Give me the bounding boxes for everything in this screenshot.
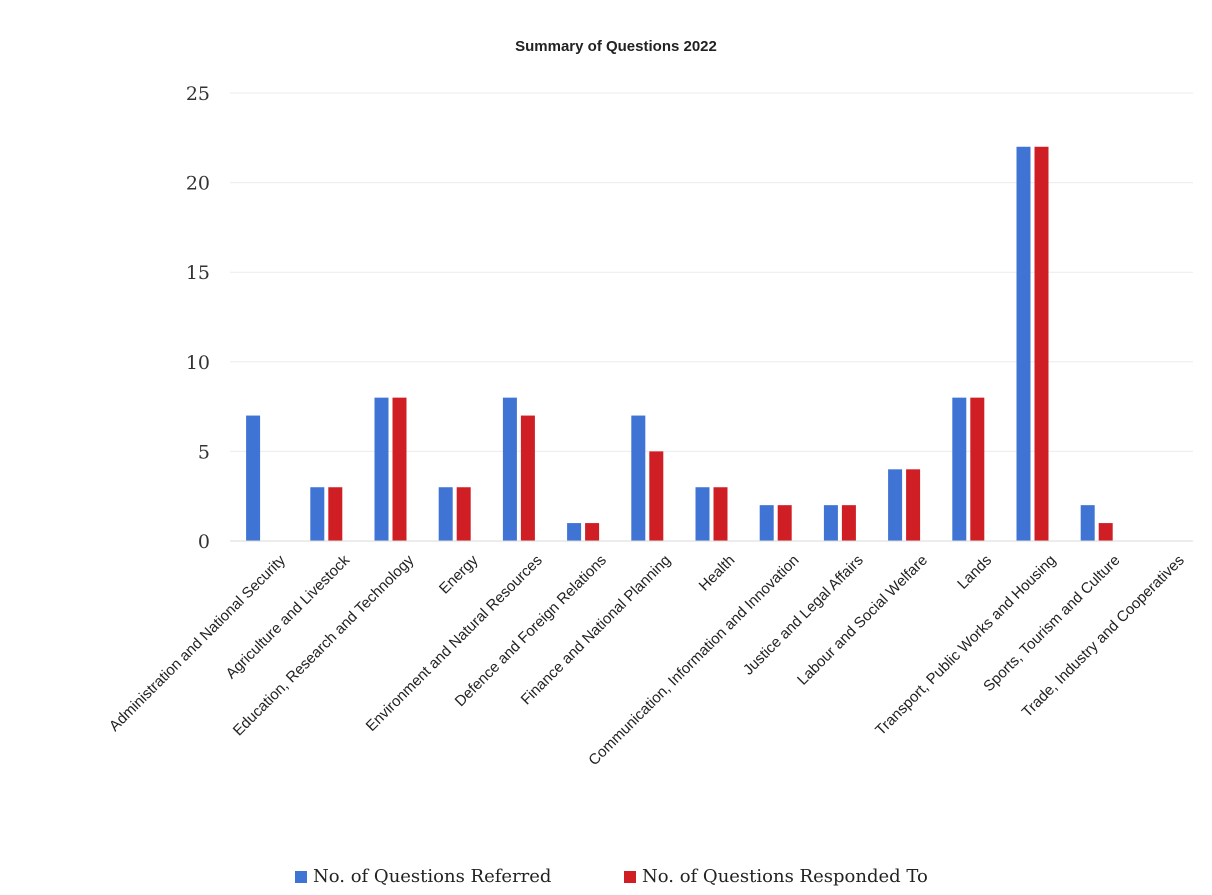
bar-series2-5	[520, 415, 535, 541]
x-tick-label: Health	[696, 552, 739, 595]
bar-series1-12	[952, 397, 967, 541]
x-tick-label: Lands	[954, 552, 995, 593]
x-tick-label: Labour and Social Welfare	[794, 552, 931, 689]
bar-series1-10	[823, 505, 838, 541]
y-tick-label: 10	[186, 352, 210, 374]
bar-series2-8	[713, 487, 728, 541]
bar-series1-14	[1080, 505, 1095, 541]
legend-swatch-2	[624, 871, 636, 883]
y-tick-label: 20	[186, 173, 210, 195]
y-tick-label: 25	[186, 83, 210, 105]
bar-series2-3	[392, 397, 407, 541]
bar-series1-6	[567, 523, 582, 541]
bars	[246, 146, 1113, 541]
bar-series2-10	[841, 505, 856, 541]
grid-lines	[230, 92, 1193, 452]
bar-series2-6	[585, 523, 600, 541]
bar-series1-5	[502, 397, 517, 541]
y-tick-label: 0	[198, 531, 210, 553]
y-axis: 0 5 10 15 20 25	[186, 83, 210, 553]
legend-label-2: No. of Questions Responded To	[642, 866, 928, 887]
bar-series1-7	[631, 415, 646, 541]
bar-series2-2	[328, 487, 343, 541]
bar-series1-11	[888, 469, 903, 541]
bar-series1-1	[246, 415, 261, 541]
bar-series1-9	[759, 505, 774, 541]
bar-series2-11	[906, 469, 921, 541]
bar-series2-14	[1098, 523, 1113, 541]
legend-swatch-1	[295, 871, 307, 883]
bar-series2-12	[970, 397, 985, 541]
bar-series1-4	[438, 487, 453, 541]
bar-series1-2	[310, 487, 325, 541]
x-axis: Administration and National SecurityAgri…	[106, 540, 1193, 769]
bar-series1-3	[374, 397, 389, 541]
legend-label-1: No. of Questions Referred	[313, 866, 551, 887]
chart-title: Summary of Questions 2022	[515, 38, 717, 55]
legend: No. of Questions Referred No. of Question…	[295, 866, 928, 887]
bar-series2-9	[777, 505, 792, 541]
bar-series2-7	[649, 451, 664, 541]
bar-series1-13	[1016, 146, 1031, 541]
bar-series2-13	[1034, 146, 1049, 541]
y-tick-label: 15	[186, 262, 210, 284]
bar-series2-4	[456, 487, 471, 541]
x-tick-label: Sports, Tourism and Culture	[980, 552, 1123, 695]
x-tick-label: Energy	[436, 551, 482, 597]
x-tick-label: Agriculture and Livestock	[223, 551, 354, 682]
x-tick-label: Justice and Legal Affairs	[740, 552, 867, 679]
bar-series1-8	[695, 487, 710, 541]
y-tick-label: 5	[198, 441, 210, 463]
